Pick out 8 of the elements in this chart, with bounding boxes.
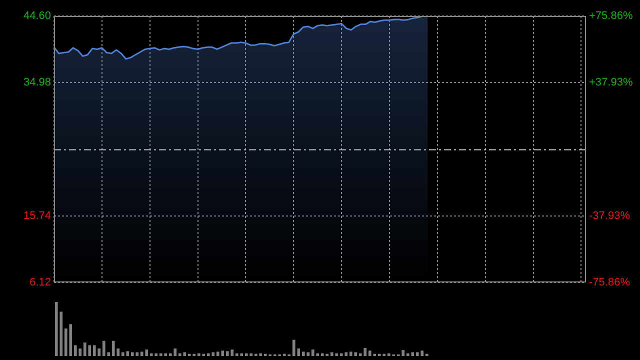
- y-tick-label: 6.12: [30, 276, 51, 288]
- y2-tick-label: +75.86%: [589, 10, 633, 22]
- y2-tick-label: -37.93%: [589, 210, 630, 222]
- y-tick-label: 15.74: [23, 210, 51, 222]
- y-tick-label: 44.60: [23, 10, 51, 22]
- y2-tick-label: -75.86%: [589, 276, 630, 288]
- y-tick-label: 34.98: [23, 76, 51, 89]
- y2-tick-label: +37.93%: [589, 76, 633, 89]
